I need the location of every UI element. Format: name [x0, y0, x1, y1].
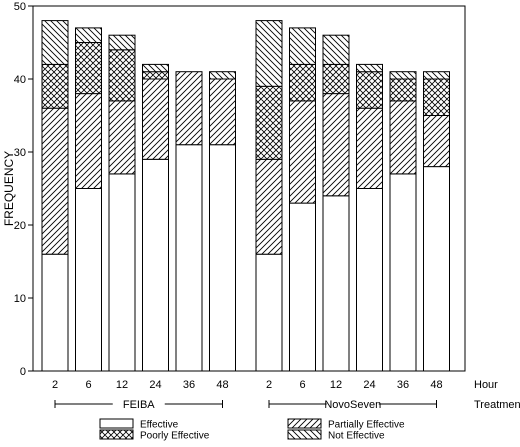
bar-segment-not-effective — [209, 71, 236, 80]
bar-segment-partially-effective — [289, 100, 316, 204]
legend-label: Partially Effective — [328, 420, 405, 431]
hour-axis-title: Hour — [474, 379, 498, 391]
bar-segment-effective — [175, 144, 203, 372]
hour-tick-label: 2 — [266, 379, 272, 391]
hour-tick-label: 6 — [85, 379, 91, 391]
bar-segment-effective — [356, 188, 383, 372]
legend-swatch — [287, 429, 322, 440]
bar-segment-partially-effective — [108, 100, 136, 175]
bar-segment-effective — [108, 173, 136, 372]
legend-swatch — [99, 418, 134, 429]
bar-segment-not-effective — [108, 34, 136, 51]
bar-segment-effective — [322, 195, 350, 372]
y-axis-label: FREQUENCY — [2, 151, 16, 226]
hour-tick-label: 6 — [299, 379, 305, 391]
bar-segment-partially-effective — [41, 107, 69, 255]
y-tick-label: 50 — [14, 1, 26, 13]
bar-segment-partially-effective — [389, 100, 417, 175]
bar-segment-partially-effective — [255, 158, 283, 255]
bar-segment-partially-effective — [423, 115, 450, 168]
hour-tick-label: 12 — [116, 379, 128, 391]
hour-tick-label: 24 — [149, 379, 161, 391]
bar-segment-effective — [389, 173, 417, 372]
y-tick-label: 20 — [14, 220, 26, 232]
y-tick-label: 30 — [14, 147, 26, 159]
bar-segment-poorly-effective — [108, 49, 136, 102]
y-tick-label: 0 — [20, 366, 26, 378]
y-tick-label: 40 — [14, 74, 26, 86]
bar-segment-not-effective — [356, 63, 383, 73]
hour-tick-label: 48 — [430, 379, 442, 391]
hour-tick-label: 12 — [330, 379, 342, 391]
bar-segment-poorly-effective — [423, 78, 450, 116]
legend-label: Not Effective — [328, 431, 385, 442]
y-tick-label: 10 — [14, 293, 26, 305]
bar-segment-effective — [209, 144, 236, 372]
bar-segment-poorly-effective — [75, 42, 102, 95]
bar-segment-not-effective — [255, 20, 283, 87]
bar-segment-not-effective — [389, 71, 417, 80]
group-label: NovoSeven — [324, 399, 381, 411]
hour-tick-label: 48 — [216, 379, 228, 391]
bar-segment-poorly-effective — [289, 63, 316, 102]
bar-segment-poorly-effective — [142, 71, 169, 80]
hour-tick-label: 36 — [397, 379, 409, 391]
bar-segment-poorly-effective — [322, 63, 350, 95]
legend-swatch — [99, 429, 134, 440]
bar-segment-partially-effective — [322, 93, 350, 197]
treatment-axis-title: Treatment — [474, 399, 520, 411]
hour-tick-label: 36 — [183, 379, 195, 391]
legend-label: Poorly Effective — [140, 431, 210, 442]
group-label: FEIBA — [123, 399, 155, 411]
bar-segment-not-effective — [322, 34, 350, 65]
bar-segment-partially-effective — [209, 78, 236, 146]
plot-frame — [32, 5, 466, 372]
bar-segment-effective — [289, 202, 316, 372]
bar-segment-poorly-effective — [255, 85, 283, 160]
bar-segment-poorly-effective — [41, 63, 69, 109]
bar-segment-effective — [255, 253, 283, 372]
bar-segment-partially-effective — [75, 93, 102, 189]
hour-tick-label: 24 — [363, 379, 375, 391]
bar-segment-effective — [423, 166, 450, 372]
bar-segment-partially-effective — [142, 78, 169, 160]
bar-segment-not-effective — [423, 71, 450, 80]
bar-segment-not-effective — [75, 27, 102, 43]
bar-segment-not-effective — [41, 20, 69, 65]
bar-segment-effective — [75, 188, 102, 372]
legend-swatch — [287, 418, 322, 429]
bar-segment-not-effective — [289, 27, 316, 65]
bar-segment-not-effective — [142, 63, 169, 73]
bar-segment-poorly-effective — [356, 71, 383, 109]
bar-segment-effective — [41, 253, 69, 372]
hour-tick-label: 2 — [52, 379, 58, 391]
bar-segment-poorly-effective — [389, 78, 417, 102]
bar-segment-partially-effective — [175, 71, 203, 146]
legend-label: Effective — [140, 420, 179, 431]
bar-segment-partially-effective — [356, 107, 383, 189]
bar-segment-effective — [142, 158, 169, 372]
